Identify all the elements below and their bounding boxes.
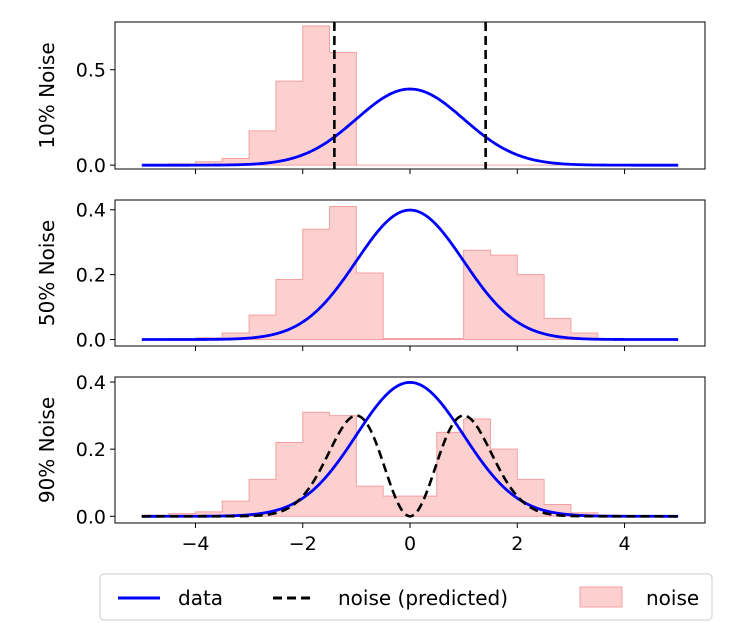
y-tick-label: 0.5 [76,60,106,82]
chart-legend: data noise (predicted) noise [99,573,713,621]
panel-1: 0.0 0.5 10% Noise [35,21,706,177]
legend-label-noise-predicted: noise (predicted) [338,586,508,610]
legend-handle-noise [579,586,623,608]
x-tick-label: −4 [181,533,209,555]
y-axis-label: 90% Noise [35,397,59,503]
y-tick-label: 0.2 [76,265,106,287]
panel-2: 0.0 0.2 0.4 50% Noise [35,199,706,352]
panel-3: −4 −2 0 2 4 0.0 0.2 0.4 90% Noise [35,372,706,555]
noise-histogram [141,25,679,166]
legend-frame [99,573,713,621]
axes-frame [114,199,706,347]
y-axis-label: 50% Noise [35,220,59,326]
x-tick-label: 0 [404,533,416,555]
noise-histogram [141,411,679,517]
axes-frame [114,21,706,170]
y-tick-label: 0.0 [76,506,106,528]
x-tick-label: 2 [511,533,523,555]
series-line-data [141,87,679,167]
y-tick-label: 0.4 [76,200,106,222]
x-tick-label: −2 [289,533,317,555]
series-line-data [141,208,679,341]
y-tick-label: 0.4 [76,372,106,394]
y-tick-label: 0.0 [76,330,106,352]
x-tick-label: 4 [618,533,630,555]
legend-label-noise: noise [646,586,699,610]
noise-histogram [141,205,679,341]
y-tick-label: 0.2 [76,439,106,461]
y-tick-label: 0.0 [76,155,106,177]
series-line-noise-predicted [141,414,679,518]
legend-label-data: data [178,586,223,610]
chart-panels: 0.0 0.5 10% Noise 0.0 0.2 0.4 50% Noise −4 −2 0 2 4… [35,21,706,555]
y-axis-label: 10% Noise [35,42,59,148]
